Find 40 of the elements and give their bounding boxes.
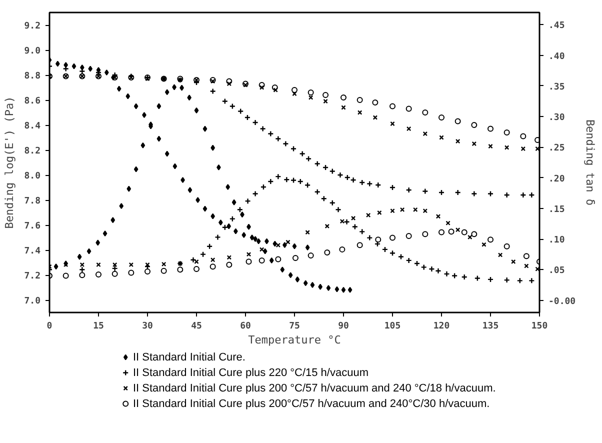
- y-tick-label: 8.6: [24, 96, 41, 106]
- x-axis-title: Temperature °C: [248, 334, 341, 346]
- x-tick-label: 75: [289, 322, 300, 332]
- y-tick-label: 7.6: [24, 222, 41, 232]
- y-tick-label: 7.0: [24, 296, 41, 306]
- x-tick-label: 120: [433, 322, 450, 332]
- y2-axis-title: Bending tan δ: [584, 119, 597, 206]
- x-tick-label: 150: [531, 322, 548, 332]
- legend-label: II Standard Initial Cure plus 200 °C/57 h/vacuum and 240 °C/18 h/vacuum.: [132, 382, 496, 394]
- y-tick-label: 8.4: [24, 122, 42, 132]
- y-tick-label: 8.2: [24, 146, 41, 156]
- legend-label: II Standard Initial Cure plus 220 °C/15 h/vacuum: [132, 366, 368, 379]
- y2-tick-label: .30: [548, 113, 565, 124]
- x-tick-label: 90: [338, 322, 349, 332]
- y2-tick-label: -0.00: [548, 296, 576, 307]
- x-tick-label: 60: [240, 322, 251, 332]
- y-tick-label: 7.8: [24, 196, 41, 206]
- y-tick-label: 9.2: [24, 22, 41, 32]
- y2-tick-label: .10: [548, 236, 565, 246]
- y2-tick-label: .40: [548, 52, 565, 62]
- y2-tick-label: .15: [548, 204, 565, 215]
- legend-label: II Standard Initial Cure plus 200°C/57 h/vacuum and 240°C/30 h/vacuum.: [132, 398, 490, 410]
- legend-label: II Standard Initial Cure.: [132, 351, 246, 364]
- x-tick-label: 135: [482, 322, 499, 332]
- y-tick-label: 9.0: [24, 46, 41, 56]
- x-tick-label: 105: [384, 322, 401, 332]
- x-tick-label: 45: [191, 322, 202, 332]
- y2-tick-label: .05: [548, 266, 565, 276]
- y-tick-label: 8.0: [24, 172, 41, 182]
- y2-tick-label: .20: [548, 174, 565, 184]
- y2-tick-label: .45: [548, 21, 565, 32]
- y2-tick-label: .35: [548, 82, 565, 92]
- y-tick-label: 7.2: [24, 272, 41, 282]
- y-axis-title: Bending log(E') (Pa): [3, 96, 16, 229]
- y-tick-label: 7.4: [24, 246, 42, 256]
- y2-tick-label: .25: [548, 144, 565, 154]
- y-tick-label: 8.8: [24, 72, 41, 82]
- x-tick-label: 0: [46, 322, 52, 332]
- x-tick-label: 15: [93, 322, 104, 332]
- x-tick-label: 30: [142, 322, 153, 332]
